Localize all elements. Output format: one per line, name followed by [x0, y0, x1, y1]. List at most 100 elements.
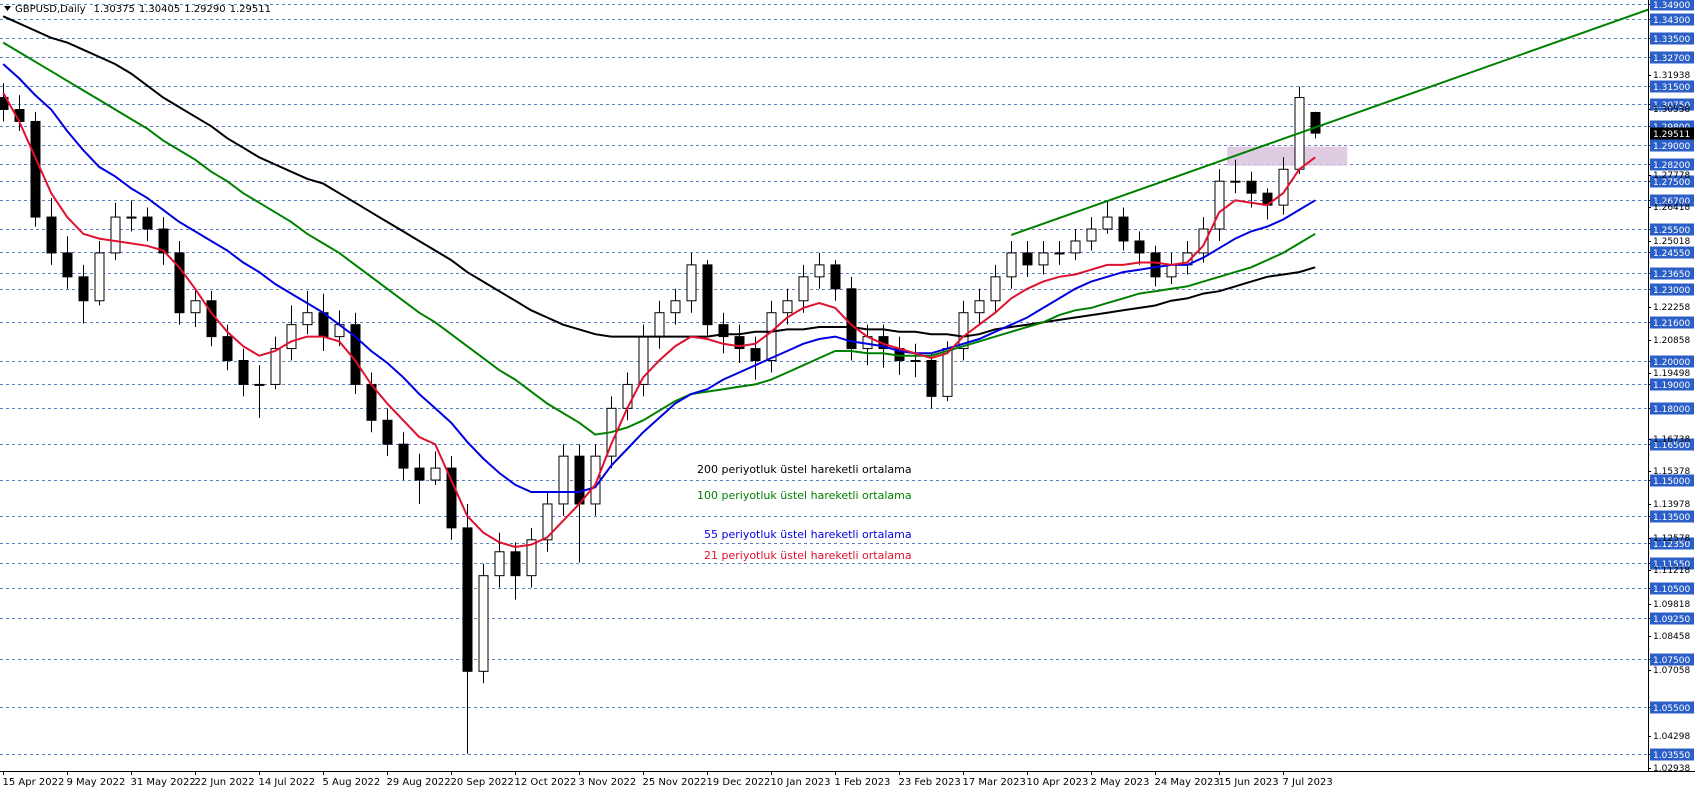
candle-body — [110, 216, 121, 254]
candle-body — [446, 467, 457, 529]
candle-body — [46, 216, 57, 254]
x-tick-label: 12 Oct 2022 — [515, 777, 577, 788]
candle-body — [654, 312, 665, 338]
y-tick-box — [1650, 537, 1694, 550]
x-tick-label: 25 Nov 2022 — [643, 777, 707, 788]
ohlc-label: 1.29511 — [230, 4, 271, 15]
x-tick-label: 3 Nov 2022 — [579, 777, 637, 788]
y-minor-label: 1.08458 — [1653, 632, 1690, 642]
y-tick-box — [1650, 378, 1694, 391]
ema-label: 21 periyotluk üstel hareketli ortalama — [704, 549, 912, 562]
candle-body — [1166, 264, 1177, 278]
y-tick-label: 1.21600 — [1653, 319, 1690, 329]
x-tick-label: 24 May 2023 — [1155, 777, 1220, 788]
current-price-box — [1650, 127, 1694, 140]
y-minor-label: 1.27778 — [1653, 171, 1690, 181]
candle-body — [974, 300, 985, 314]
y-minor-label: 1.31938 — [1653, 71, 1690, 81]
candle-body — [1150, 252, 1161, 278]
y-tick-label: 1.03550 — [1653, 751, 1690, 761]
candle-body — [542, 503, 553, 541]
zone — [1227, 146, 1348, 166]
candle-body — [1246, 180, 1257, 194]
y-minor-label: 1.22258 — [1653, 303, 1690, 313]
y-tick-box — [1650, 139, 1694, 152]
y-tick-label: 1.29000 — [1653, 142, 1690, 152]
y-tick-label: 1.28200 — [1653, 161, 1690, 171]
candle-body — [670, 300, 681, 314]
y-minor-label: 1.20858 — [1653, 336, 1690, 346]
y-tick-label: 1.31500 — [1653, 83, 1690, 93]
y-tick-label: 1.34900 — [1653, 1, 1690, 11]
y-tick-box — [1650, 32, 1694, 45]
candle-body — [1310, 111, 1321, 134]
candle-body — [1134, 240, 1145, 254]
y-tick-label: 1.07500 — [1653, 656, 1690, 666]
candle-body — [286, 324, 297, 350]
y-tick-box — [1650, 246, 1694, 259]
y-minor-label: 1.04298 — [1653, 732, 1690, 742]
candle-body — [62, 252, 73, 278]
y-tick-label: 1.32700 — [1653, 54, 1690, 64]
y-tick-label: 1.11550 — [1653, 560, 1690, 570]
x-tick-label: 10 Apr 2023 — [1027, 777, 1089, 788]
candle-body — [926, 360, 937, 397]
x-tick-label: 9 May 2022 — [67, 777, 126, 788]
y-tick-box — [1650, 557, 1694, 570]
candle-body — [1214, 180, 1225, 230]
y-tick-box — [1650, 13, 1694, 26]
candle-body — [510, 551, 521, 577]
ema-label: 55 periyotluk üstel hareketli ortalama — [704, 528, 912, 541]
x-tick-label: 15 Apr 2022 — [3, 777, 65, 788]
candle-body — [958, 312, 969, 350]
ema-line — [2, 41, 1316, 436]
ema-label: 100 periyotluk üstel hareketli ortalama — [697, 489, 912, 502]
y-tick-box — [1650, 51, 1694, 64]
y-tick-label: 1.23000 — [1653, 286, 1690, 296]
menu-arrow — [4, 6, 11, 11]
y-tick-label: 1.20000 — [1653, 358, 1690, 368]
y-tick-label: 1.34300 — [1653, 16, 1690, 26]
candle-body — [142, 216, 153, 230]
candle-body — [686, 264, 697, 302]
y-tick-box — [1650, 402, 1694, 415]
x-tick-label: 31 May 2022 — [131, 777, 196, 788]
candle-body — [1022, 252, 1033, 266]
candle-body — [206, 300, 217, 338]
y-minor-label: 1.11218 — [1653, 566, 1690, 576]
candle-body — [238, 360, 249, 385]
y-tick-box — [1650, 223, 1694, 236]
y-tick-box — [1650, 267, 1694, 280]
trend-line — [1010, 8, 1648, 236]
x-tick-label: 19 Dec 2022 — [707, 777, 771, 788]
candle-body — [798, 276, 809, 302]
y-tick-box — [1650, 158, 1694, 171]
ohlc-label: 1.30375 — [94, 4, 135, 15]
y-tick-box — [1650, 316, 1694, 329]
y-tick-box — [1650, 701, 1694, 714]
candle-body — [1118, 216, 1129, 242]
y-tick-box — [1650, 474, 1694, 487]
x-tick-label: 20 Sep 2022 — [451, 777, 514, 788]
candle-body — [702, 264, 713, 326]
candle-body — [990, 276, 1001, 302]
y-tick-box — [1650, 80, 1694, 93]
candle-body — [126, 216, 137, 219]
y-tick-label: 1.26700 — [1653, 197, 1690, 207]
candle-body — [766, 312, 777, 362]
y-minor-label: 1.02938 — [1653, 764, 1690, 774]
y-minor-label: 1.26418 — [1653, 203, 1690, 213]
candle-body — [190, 300, 201, 314]
candle-body — [590, 455, 601, 505]
x-tick-label: 5 Aug 2022 — [323, 777, 381, 788]
candle-body — [1230, 180, 1241, 183]
candle-body — [718, 324, 729, 338]
y-minor-label: 1.15378 — [1653, 467, 1690, 477]
candle-body — [1054, 252, 1065, 255]
candle-body — [1198, 228, 1209, 254]
candle-body — [910, 360, 921, 363]
candle-body — [302, 312, 313, 326]
candle-body — [1038, 252, 1049, 266]
